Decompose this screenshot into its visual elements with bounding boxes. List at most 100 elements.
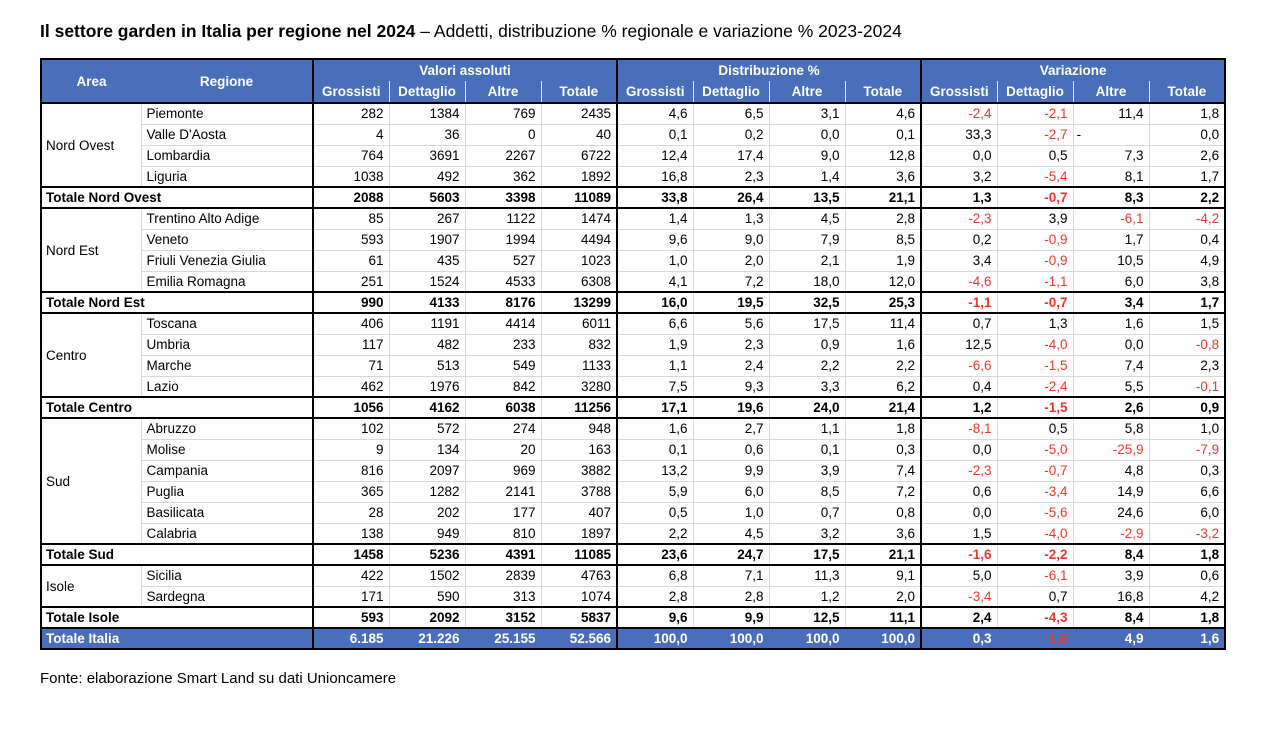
cell-emilia-romagna-variazione-1: -1,1 xyxy=(996,270,1074,292)
cell-sardegna-distribuzione-1: 2,8 xyxy=(692,585,770,607)
cell-valle-d-aosta-valori-2: 0 xyxy=(464,123,541,145)
cell-totale-centro-distribuzione-2: 24,0 xyxy=(768,396,846,419)
cell-molise-distribuzione-3: 0,3 xyxy=(844,438,922,460)
cell-totale-isole-valori-1: 2092 xyxy=(388,606,465,629)
cell-puglia-variazione-1: -3,4 xyxy=(996,480,1074,502)
cell-piemonte-distribuzione-2: 3,1 xyxy=(768,102,846,124)
cell-toscana-variazione-0: 0,7 xyxy=(920,312,998,334)
cell-sardegna-valori-3: 1074 xyxy=(540,585,618,607)
cell-valle-d-aosta-variazione-0: 33,3 xyxy=(920,123,998,145)
cell-abruzzo-valori-0: 102 xyxy=(312,417,389,439)
cell-abruzzo-valori-3: 948 xyxy=(540,417,618,439)
region-cell-piemonte: Piemonte xyxy=(140,102,313,124)
region-cell-valle-d-aosta: Valle D'Aosta xyxy=(140,123,313,145)
cell-totale-nord-ovest-distribuzione-2: 13,5 xyxy=(768,186,846,209)
cell-lazio-valori-1: 1976 xyxy=(388,375,465,397)
table-row-sardegna: Sardegna 171 590 313 1074 2,8 2,8 1,2 2,0 -3,4 0,7… xyxy=(41,585,1226,607)
cell-puglia-valori-2: 2141 xyxy=(464,480,541,502)
cell-abruzzo-distribuzione-2: 1,1 xyxy=(768,417,846,439)
cell-umbria-valori-3: 832 xyxy=(540,333,618,355)
cell-totale-sud-valori-2: 4391 xyxy=(464,543,541,566)
cell-trentino-alto-adige-variazione-2: -6,1 xyxy=(1072,207,1150,229)
table-row-totale-italia: Totale Italia 6.185 21.226 25.155 52.566 100,… xyxy=(40,627,1226,649)
cell-sardegna-valori-1: 590 xyxy=(388,585,465,607)
cell-trentino-alto-adige-distribuzione-2: 4,5 xyxy=(768,207,846,229)
cell-calabria-variazione-1: -4,0 xyxy=(996,522,1074,544)
cell-veneto-distribuzione-0: 9,6 xyxy=(616,228,694,250)
cell-lombardia-distribuzione-1: 17,4 xyxy=(692,144,770,166)
cell-valle-d-aosta-variazione-2: - xyxy=(1072,123,1150,145)
cell-calabria-distribuzione-1: 4,5 xyxy=(692,522,770,544)
cell-totale-nord-est-variazione-0: -1,1 xyxy=(920,291,998,314)
group-header-valori-assoluti: Valori assoluti xyxy=(311,59,618,81)
cell-emilia-romagna-variazione-0: -4,6 xyxy=(920,270,998,292)
cell-molise-valori-3: 163 xyxy=(540,438,618,460)
cell-totale-italia-valori-2: 25.155 xyxy=(464,627,541,649)
cell-emilia-romagna-variazione-2: 6,0 xyxy=(1072,270,1150,292)
cell-lombardia-distribuzione-0: 12,4 xyxy=(616,144,694,166)
cell-friuli-venezia-giulia-valori-1: 435 xyxy=(388,249,465,271)
cell-marche-variazione-2: 7,4 xyxy=(1072,354,1150,376)
cell-totale-centro-valori-0: 1056 xyxy=(312,396,389,419)
cell-basilicata-variazione-2: 24,6 xyxy=(1072,501,1150,523)
cell-friuli-venezia-giulia-valori-3: 1023 xyxy=(540,249,618,271)
cell-sicilia-distribuzione-3: 9,1 xyxy=(844,564,922,586)
cell-veneto-valori-0: 593 xyxy=(312,228,389,250)
cell-liguria-variazione-0: 3,2 xyxy=(920,165,998,187)
cell-valle-d-aosta-distribuzione-0: 0,1 xyxy=(616,123,694,145)
cell-lazio-distribuzione-3: 6,2 xyxy=(844,375,922,397)
cell-veneto-variazione-0: 0,2 xyxy=(920,228,998,250)
cell-sardegna-distribuzione-0: 2,8 xyxy=(616,585,694,607)
region-cell-liguria: Liguria xyxy=(140,165,313,187)
cell-marche-valori-0: 71 xyxy=(312,354,389,376)
table-row-basilicata: Basilicata 28 202 177 407 0,5 1,0 0,7 0,8 0,0 -5,6… xyxy=(41,501,1226,523)
cell-molise-distribuzione-2: 0,1 xyxy=(768,438,846,460)
cell-sicilia-valori-3: 4763 xyxy=(540,564,618,586)
cell-sardegna-distribuzione-2: 1,2 xyxy=(768,585,846,607)
cell-piemonte-distribuzione-0: 4,6 xyxy=(616,102,694,124)
cell-liguria-variazione-1: -5,4 xyxy=(996,165,1074,187)
cell-trentino-alto-adige-valori-3: 1474 xyxy=(540,207,618,229)
region-cell-trentino-alto-adige: Trentino Alto Adige xyxy=(140,207,313,229)
cell-emilia-romagna-valori-2: 4533 xyxy=(464,270,541,292)
cell-molise-variazione-2: -25,9 xyxy=(1072,438,1150,460)
cell-toscana-distribuzione-3: 11,4 xyxy=(844,312,922,334)
cell-totale-centro-valori-1: 4162 xyxy=(388,396,465,419)
cell-puglia-distribuzione-1: 6,0 xyxy=(692,480,770,502)
cell-emilia-romagna-variazione-3: 3,8 xyxy=(1148,270,1226,292)
cell-totale-nord-ovest-variazione-3: 2,2 xyxy=(1148,186,1226,209)
cell-lazio-valori-0: 462 xyxy=(312,375,389,397)
cell-totale-isole-variazione-1: -4,3 xyxy=(996,606,1074,629)
cell-totale-centro-variazione-2: 2,6 xyxy=(1072,396,1150,419)
cell-veneto-variazione-3: 0,4 xyxy=(1148,228,1226,250)
total-label-totale-nord-ovest: Totale Nord Ovest xyxy=(41,186,313,209)
cell-sicilia-variazione-0: 5,0 xyxy=(920,564,998,586)
cell-totale-isole-valori-0: 593 xyxy=(312,606,389,629)
cell-totale-isole-distribuzione-3: 11,1 xyxy=(844,606,922,629)
cell-totale-isole-variazione-0: 2,4 xyxy=(920,606,998,629)
table-row-friuli-venezia-giulia: Friuli Venezia Giulia 61 435 527 1023 1,0 2,0 2… xyxy=(41,249,1226,271)
cell-liguria-valori-1: 492 xyxy=(388,165,465,187)
cell-valle-d-aosta-distribuzione-2: 0,0 xyxy=(768,123,846,145)
cell-abruzzo-variazione-3: 1,0 xyxy=(1148,417,1226,439)
cell-veneto-variazione-2: 1,7 xyxy=(1072,228,1150,250)
cell-sardegna-valori-0: 171 xyxy=(312,585,389,607)
source-note: Fonte: elaborazione Smart Land su dati U… xyxy=(40,670,397,687)
cell-marche-valori-1: 513 xyxy=(388,354,465,376)
cell-lombardia-variazione-3: 2,6 xyxy=(1148,144,1226,166)
table-row-totale-sud: Totale Sud 1458 5236 4391 11085 23,6 24,7 17,5 2… xyxy=(41,543,1226,566)
cell-trentino-alto-adige-distribuzione-0: 1,4 xyxy=(616,207,694,229)
cell-totale-nord-est-valori-1: 4133 xyxy=(388,291,465,314)
grand-total-label: Totale Italia xyxy=(40,627,313,649)
cell-puglia-distribuzione-2: 8,5 xyxy=(768,480,846,502)
cell-lombardia-valori-2: 2267 xyxy=(464,144,541,166)
header-row-groups: Area Regione Valori assoluti Distribuzione … xyxy=(41,59,1226,104)
subcolumn-header-variazione-grossisti: Grossisti xyxy=(920,81,998,104)
cell-lombardia-distribuzione-3: 12,8 xyxy=(844,144,922,166)
cell-sicilia-distribuzione-2: 11,3 xyxy=(768,564,846,586)
cell-emilia-romagna-distribuzione-3: 12,0 xyxy=(844,270,922,292)
subcolumn-header-variazione-totale: Totale xyxy=(1148,81,1226,104)
cell-toscana-valori-2: 4414 xyxy=(464,312,541,334)
cell-campania-distribuzione-0: 13,2 xyxy=(616,459,694,481)
total-label-totale-isole: Totale Isole xyxy=(41,606,313,629)
